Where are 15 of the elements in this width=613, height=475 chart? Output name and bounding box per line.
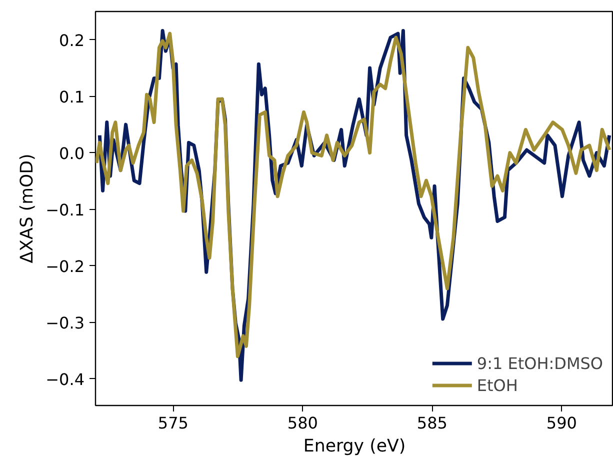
legend-label: EtOH [476,376,518,394]
y-axis-title: ΔXAS (mOD) [18,154,38,264]
x-axis-title: Energy (eV) [303,436,406,456]
y-tick-label: 0.1 [59,87,85,106]
y-tick-label: −0.1 [46,200,85,220]
legend-label: 9:1 EtOH:DMSO [476,354,603,372]
y-tick-label: −0.3 [46,313,85,332]
y-tick-label: 0.0 [59,144,85,163]
x-tick-label: 575 [158,414,188,432]
y-tick-label: −0.4 [46,370,85,389]
x-tick-label: 585 [416,414,448,432]
y-tick-label: −0.2 [46,256,85,276]
x-tick-label: 590 [546,414,577,432]
y-tick-label: 0.2 [59,30,85,50]
x-tick-label: 580 [287,414,318,432]
